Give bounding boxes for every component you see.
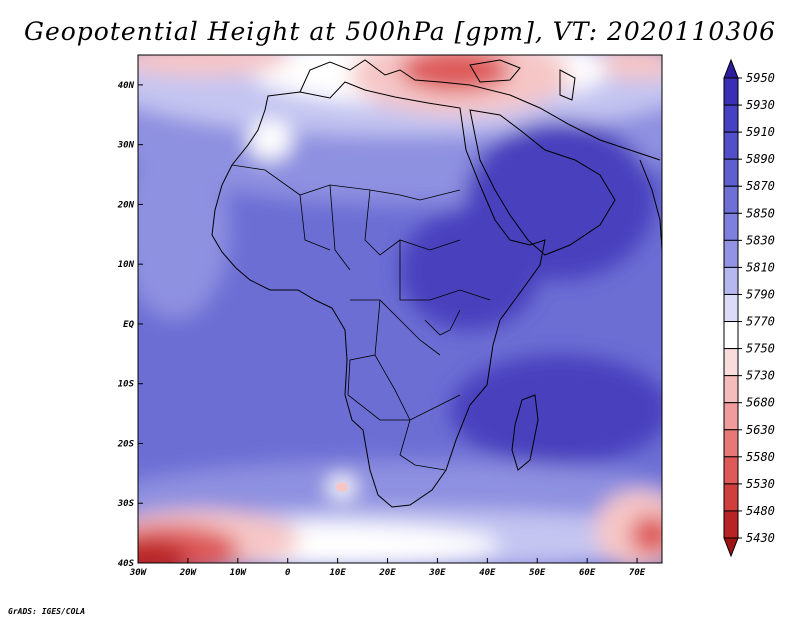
africa-coastline [211,81,546,508]
y-tick-label: 30N [117,141,135,151]
x-tick-label: 60E [579,568,596,578]
y-tick-label: 20S [117,439,135,449]
colorbar-swatch [723,510,739,539]
colorbar-label: 5580 [746,450,775,464]
colorbar-swatch [723,429,739,458]
colorbar-label: 5930 [746,98,775,112]
field-congo-deep [400,210,540,330]
colorbar-label: 5830 [746,233,775,247]
colorbar-swatch [723,239,739,268]
colorbar-swatch [723,293,739,323]
colorbar-swatch [723,483,739,512]
colorbar-label: 5630 [746,423,775,437]
colorbar-label: 5530 [746,477,775,491]
y-tick-label: 40S [118,559,135,569]
y-tick-label: EQ [123,320,134,330]
x-tick-label: 20W [179,568,198,578]
field-southwest-darkred [138,542,190,563]
india-coastline [639,159,662,251]
colorbar-label: 5790 [746,287,775,301]
credit-text: GrADS: IGES/COLA [8,607,85,616]
y-tick-label: 10N [118,260,135,270]
colorbar-label: 5870 [746,179,775,193]
madagascar-coastline [511,394,539,471]
field-west-atlantic-light [138,140,230,320]
colorbar-top-arrow [723,58,739,79]
y-tick-label: 10S [118,380,135,390]
colorbar-swatch [723,456,739,485]
x-axis: 30W 20W 10W 0 10E 20E 30E 40E 50E 60E 70E [129,558,646,578]
caspian-coastline [559,69,576,101]
field-indian-deep [450,355,662,465]
field-northeast-pink [600,55,662,80]
x-tick-label: 10E [329,568,346,578]
field-morocco-white [248,120,292,160]
x-tick-label: 20E [378,568,396,578]
colorbar-swatch [723,104,739,133]
x-tick-label: 0 [285,568,291,578]
colorbar-swatch [723,185,739,214]
y-tick-label: 20N [117,200,135,210]
colorbar-label: 5890 [746,152,775,166]
colorbar-swatch [723,266,739,295]
y-tick-label: 30S [117,499,135,509]
colorbar-swatch [723,158,739,187]
colorbar-label: 5430 [746,531,775,545]
y-tick-label: 40N [118,81,135,91]
map-title: Geopotential Height at 500hPa [gpm], VT:… [24,17,776,46]
colorbar-swatch [723,321,739,350]
map-frame [137,54,663,564]
colorbar-label: 5950 [746,71,775,85]
field-north-red [400,55,510,92]
colorbar-label: 5810 [746,260,775,274]
colorbar-swatch [723,77,739,106]
colorbar-swatch [723,131,739,160]
colorbar-label: 5730 [746,369,775,383]
y-axis: 40N 30N 20N 10N EQ 10S 20S 30S 40S [117,81,143,569]
x-tick-label: 40E [479,568,496,578]
colorbar-label: 5770 [746,315,775,329]
colorbar-swatch [723,402,739,431]
x-tick-label: 30W [129,568,148,578]
coastlines [211,59,662,508]
black-sea-coastline [469,59,521,83]
colorbar-bottom-arrow [723,537,739,558]
colorbar-swatch [723,348,739,377]
x-tick-label: 70E [629,568,646,578]
europe-coastline [299,59,661,161]
colorbar: 5950 5930 5910 5890 5870 5850 5830 5810 5790 5770… [723,58,775,558]
field-southeast-red [630,515,662,555]
height-field [138,55,662,563]
arabia-coastline [469,109,616,256]
colorbar-label: 5480 [746,504,775,518]
colorbar-swatch [723,375,739,404]
x-tick-label: 30E [428,568,446,578]
x-tick-label: 50E [529,568,546,578]
colorbar-label: 5680 [746,396,775,410]
colorbar-label: 5850 [746,206,775,220]
field-southatlantic-pink [336,482,348,492]
interior-borders [231,164,491,471]
field-northwest-pink [138,55,290,76]
colorbar-label: 5910 [746,125,775,139]
x-tick-label: 10W [230,568,248,578]
colorbar-label: 5750 [746,342,775,356]
colorbar-swatch [723,212,739,241]
